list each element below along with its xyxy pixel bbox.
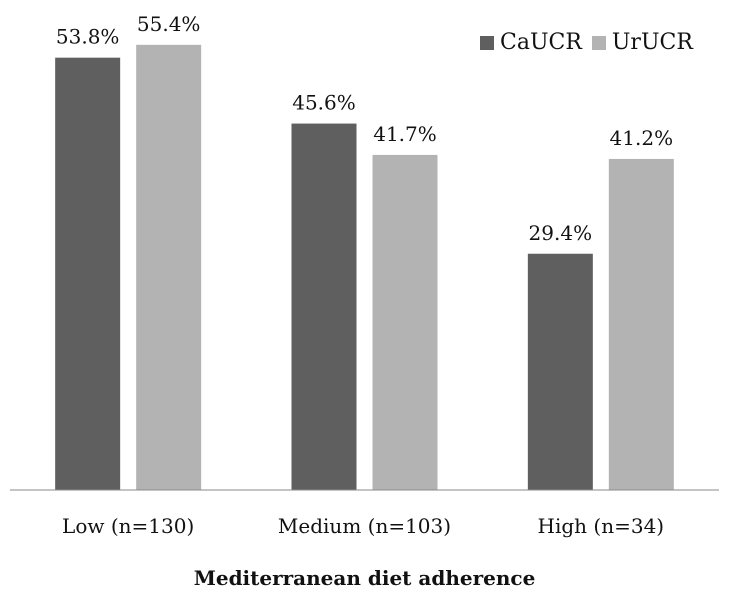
value-labels-layer: 53.8% 55.4% 45.6% 41.7% 29.4% 41.2% — [56, 12, 673, 245]
data-label-urucr-1: 41.7% — [373, 122, 437, 146]
bar-urucr-0 — [136, 44, 202, 490]
data-label-caucr-1: 45.6% — [292, 91, 356, 115]
legend-label-caucr: CaUCR — [500, 30, 582, 55]
legend-swatch-urucr — [591, 35, 606, 50]
legend: CaUCR UrUCR — [480, 30, 693, 55]
bars-layer — [55, 44, 674, 491]
data-label-caucr-2: 29.4% — [529, 221, 593, 245]
bar-caucr-0 — [55, 57, 121, 491]
x-tick-labels-layer: Low (n=130) Medium (n=103) High (n=34) — [62, 514, 664, 538]
bar-caucr-2 — [527, 253, 593, 490]
bar-caucr-1 — [291, 123, 357, 491]
bar-urucr-1 — [372, 154, 438, 491]
legend-item-caucr: CaUCR — [480, 30, 582, 55]
x-tick-label-0: Low (n=130) — [62, 514, 194, 538]
x-tick-label-2: High (n=34) — [538, 514, 665, 538]
data-label-urucr-2: 41.2% — [610, 126, 674, 150]
data-label-caucr-0: 53.8% — [56, 25, 120, 49]
bar-urucr-2 — [608, 158, 674, 490]
legend-swatch-caucr — [480, 35, 494, 50]
legend-item-urucr: UrUCR — [591, 30, 693, 55]
x-axis-title: Mediterranean diet adherence — [193, 566, 536, 590]
legend-label-urucr: UrUCR — [611, 30, 693, 55]
data-label-urucr-0: 55.4% — [137, 12, 201, 36]
x-tick-label-1: Medium (n=103) — [278, 514, 451, 538]
